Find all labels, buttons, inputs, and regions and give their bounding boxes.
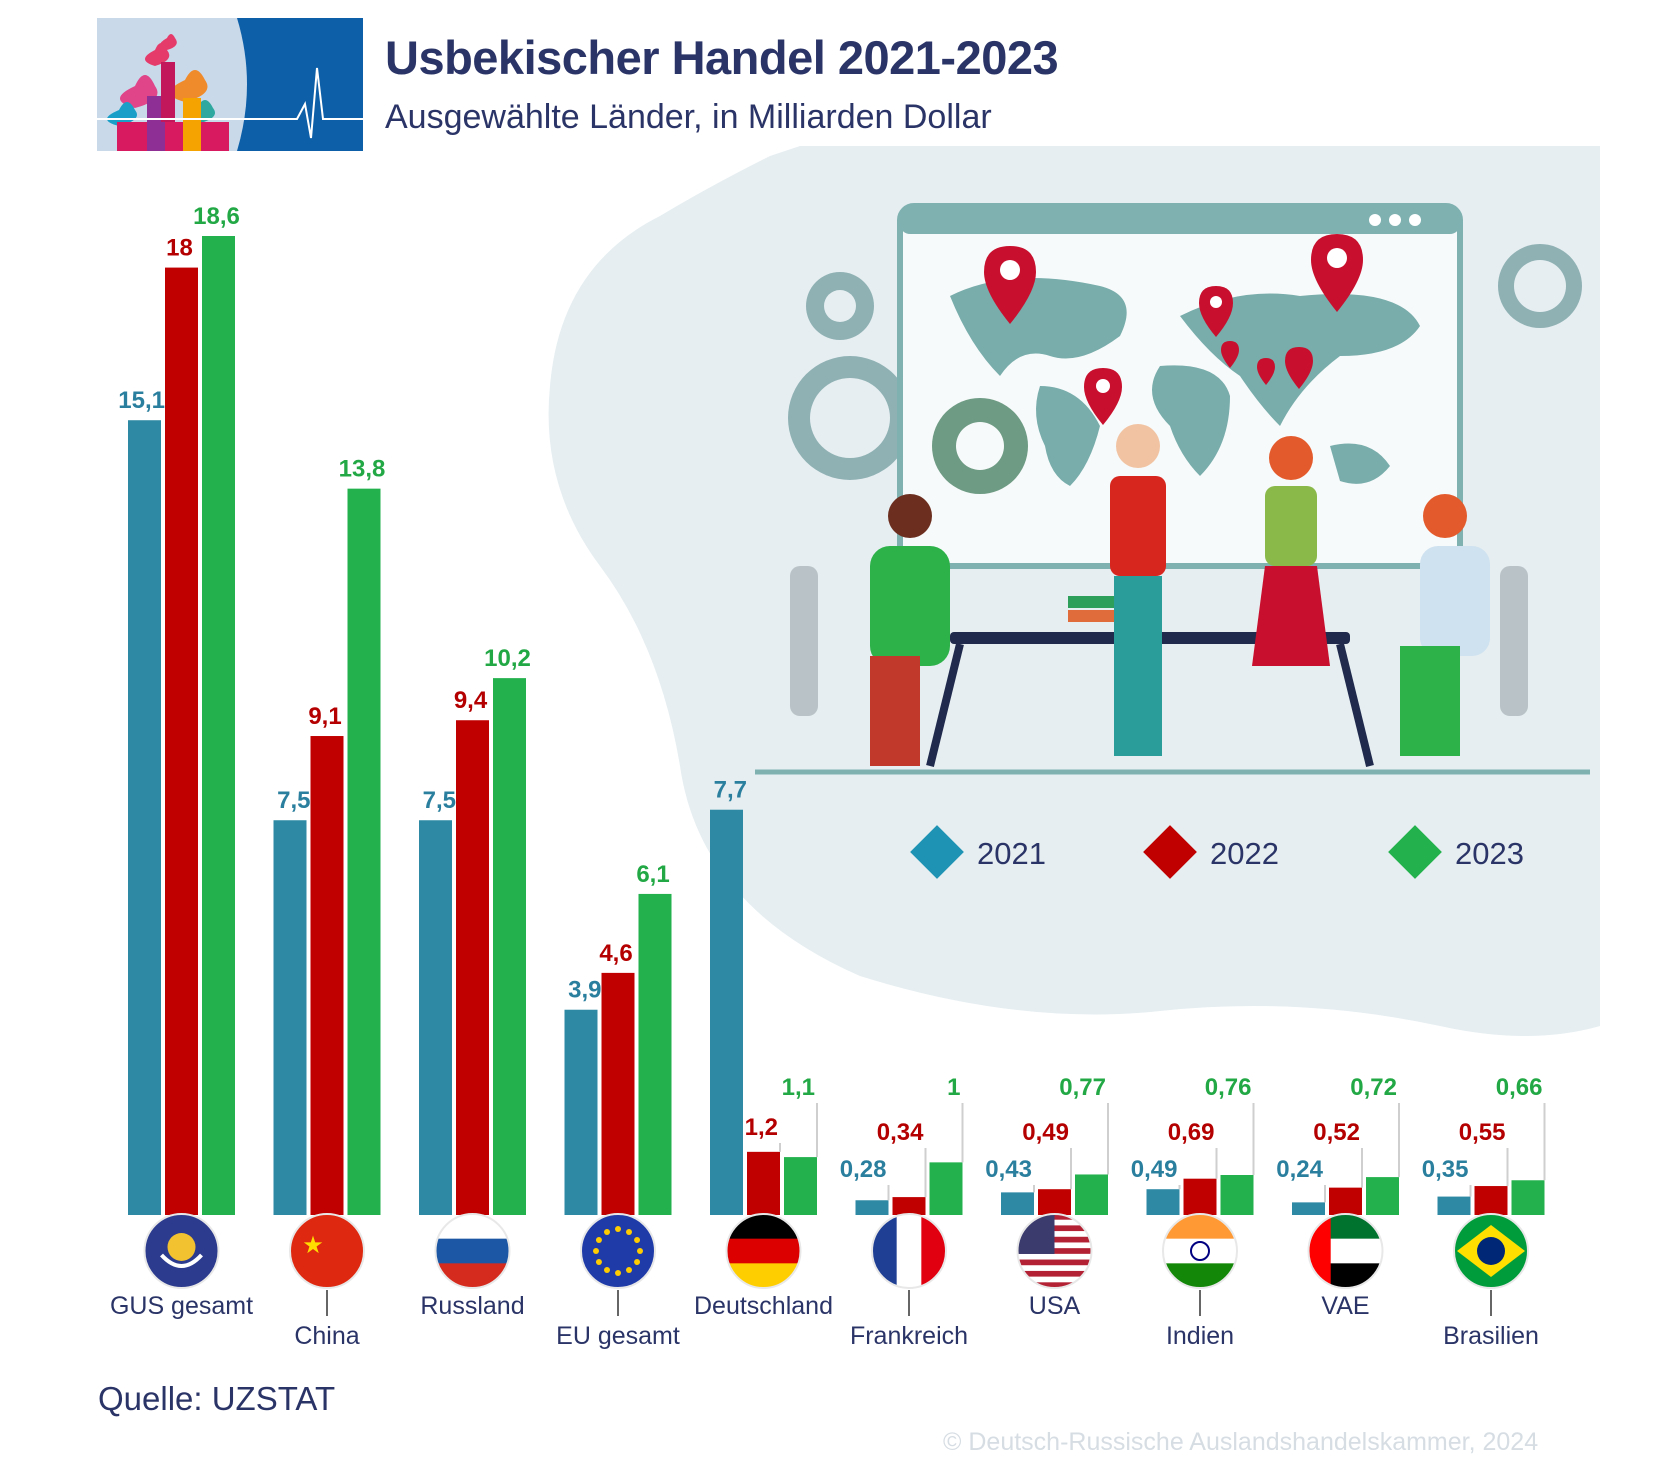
category-label-2: China xyxy=(294,1322,359,1350)
data-label-2022-5: 1,2 xyxy=(745,1114,778,1141)
data-label-2021-7: 0,43 xyxy=(985,1156,1032,1183)
data-label-2023-9: 0,72 xyxy=(1350,1074,1397,1101)
data-label-2023-4: 6,1 xyxy=(636,861,669,888)
bar-2022-4 xyxy=(601,972,635,1215)
bar-2022-8 xyxy=(1183,1178,1217,1215)
bar-2021-6 xyxy=(855,1200,889,1215)
category-label-6: Frankreich xyxy=(850,1322,968,1350)
data-label-2023-10: 0,66 xyxy=(1496,1074,1543,1101)
data-label-2023-6: 1 xyxy=(947,1074,960,1101)
bar-2023-9 xyxy=(1366,1177,1399,1215)
india-flag-icon xyxy=(1162,1213,1238,1289)
data-label-2023-8: 0,76 xyxy=(1205,1074,1252,1101)
category-label-4: EU gesamt xyxy=(556,1322,680,1350)
bar-2023-1 xyxy=(202,236,235,1215)
bar-2023-6 xyxy=(929,1162,963,1215)
russia-flag-icon xyxy=(434,1213,511,1289)
data-label-2021-2: 7,5 xyxy=(277,787,310,814)
china-flag-icon: ★ xyxy=(289,1213,365,1289)
bar-2022-1 xyxy=(165,267,198,1215)
data-label-2021-10: 0,35 xyxy=(1422,1156,1469,1183)
gear-icon xyxy=(788,244,1582,480)
category-label-5: Deutschland xyxy=(694,1292,833,1320)
data-label-2022-6: 0,34 xyxy=(877,1119,924,1146)
legend-label-2022: 2022 xyxy=(1210,836,1279,871)
bar-2021-3 xyxy=(419,820,452,1215)
legend-label-2023: 2023 xyxy=(1455,836,1524,871)
bar-2022-2 xyxy=(310,736,344,1215)
cis-emblem-icon xyxy=(143,1213,220,1289)
bar-2021-1 xyxy=(128,420,161,1215)
bar-2023-10 xyxy=(1511,1180,1545,1215)
bar-2021-5 xyxy=(710,809,743,1215)
bar-2023-4 xyxy=(638,893,672,1215)
legend-swatch-2023 xyxy=(1388,825,1442,879)
bar-2022-3 xyxy=(456,720,489,1215)
data-label-2022-9: 0,52 xyxy=(1313,1119,1360,1146)
bar-2021-8 xyxy=(1146,1189,1180,1215)
data-label-2023-5: 1,1 xyxy=(782,1074,815,1101)
bar-2023-7 xyxy=(1075,1174,1108,1215)
legend-label-2021: 2021 xyxy=(977,836,1046,871)
data-label-2021-4: 3,9 xyxy=(568,977,601,1004)
data-label-2021-6: 0,28 xyxy=(840,1156,887,1183)
data-label-2021-9: 0,24 xyxy=(1276,1156,1323,1183)
data-label-2021-5: 7,7 xyxy=(714,777,747,804)
legend-swatch-2021 xyxy=(910,825,964,879)
category-label-8: Indien xyxy=(1166,1322,1234,1350)
uae-flag-icon xyxy=(1307,1213,1384,1289)
data-label-2022-2: 9,1 xyxy=(308,703,341,730)
bar-2023-5 xyxy=(784,1157,817,1215)
data-label-2023-1: 18,6 xyxy=(193,203,240,230)
category-label-9: VAE xyxy=(1321,1292,1369,1320)
brazil-flag-icon xyxy=(1453,1213,1529,1289)
logo xyxy=(97,18,363,151)
germany-flag-icon xyxy=(725,1213,802,1289)
data-label-2022-8: 0,69 xyxy=(1168,1119,1215,1146)
data-label-2022-3: 9,4 xyxy=(454,687,488,714)
bar-2021-10 xyxy=(1437,1196,1471,1215)
bar-2023-2 xyxy=(347,488,381,1216)
bar-2022-5 xyxy=(747,1151,780,1215)
copyright-note: © Deutsch-Russische Auslandshandelskamme… xyxy=(943,1428,1539,1456)
legend-swatch-2022 xyxy=(1143,825,1197,879)
bar-2022-10 xyxy=(1474,1186,1508,1215)
source-note: Quelle: UZSTAT xyxy=(98,1380,336,1417)
bar-2022-7 xyxy=(1038,1189,1071,1215)
eu-flag-icon xyxy=(580,1213,656,1289)
svg-text:★: ★ xyxy=(302,1231,324,1259)
data-label-2021-8: 0,49 xyxy=(1131,1156,1178,1183)
bar-2023-8 xyxy=(1220,1174,1254,1215)
data-label-2022-4: 4,6 xyxy=(599,940,632,967)
data-label-2021-3: 7,5 xyxy=(423,787,456,814)
category-label-7: USA xyxy=(1029,1292,1081,1320)
bar-2021-9 xyxy=(1292,1202,1325,1215)
france-flag-icon xyxy=(871,1213,947,1289)
category-label-3: Russland xyxy=(420,1292,524,1320)
category-label-1: GUS gesamt xyxy=(110,1292,253,1320)
data-label-2022-7: 0,49 xyxy=(1022,1119,1069,1146)
data-label-2023-2: 13,8 xyxy=(339,456,386,483)
chart-title: Usbekischer Handel 2021-2023 xyxy=(385,31,1059,84)
data-label-2023-3: 10,2 xyxy=(484,645,531,672)
data-label-2022-1: 18 xyxy=(166,235,193,262)
data-label-2022-10: 0,55 xyxy=(1459,1119,1506,1146)
business-illustration xyxy=(540,146,1600,1041)
bar-2021-4 xyxy=(564,1009,598,1215)
bar-2021-7 xyxy=(1001,1192,1034,1215)
bar-2023-3 xyxy=(493,678,526,1215)
data-label-2021-1: 15,1 xyxy=(118,387,165,414)
bar-2022-6 xyxy=(892,1197,926,1215)
chart-subtitle: Ausgewählte Länder, in Milliarden Dollar xyxy=(385,98,992,136)
bar-2021-2 xyxy=(273,820,307,1215)
bar-2022-9 xyxy=(1329,1187,1362,1215)
category-label-10: Brasilien xyxy=(1443,1322,1539,1350)
data-label-2023-7: 0,77 xyxy=(1059,1074,1106,1101)
usa-flag-icon xyxy=(1016,1213,1093,1289)
